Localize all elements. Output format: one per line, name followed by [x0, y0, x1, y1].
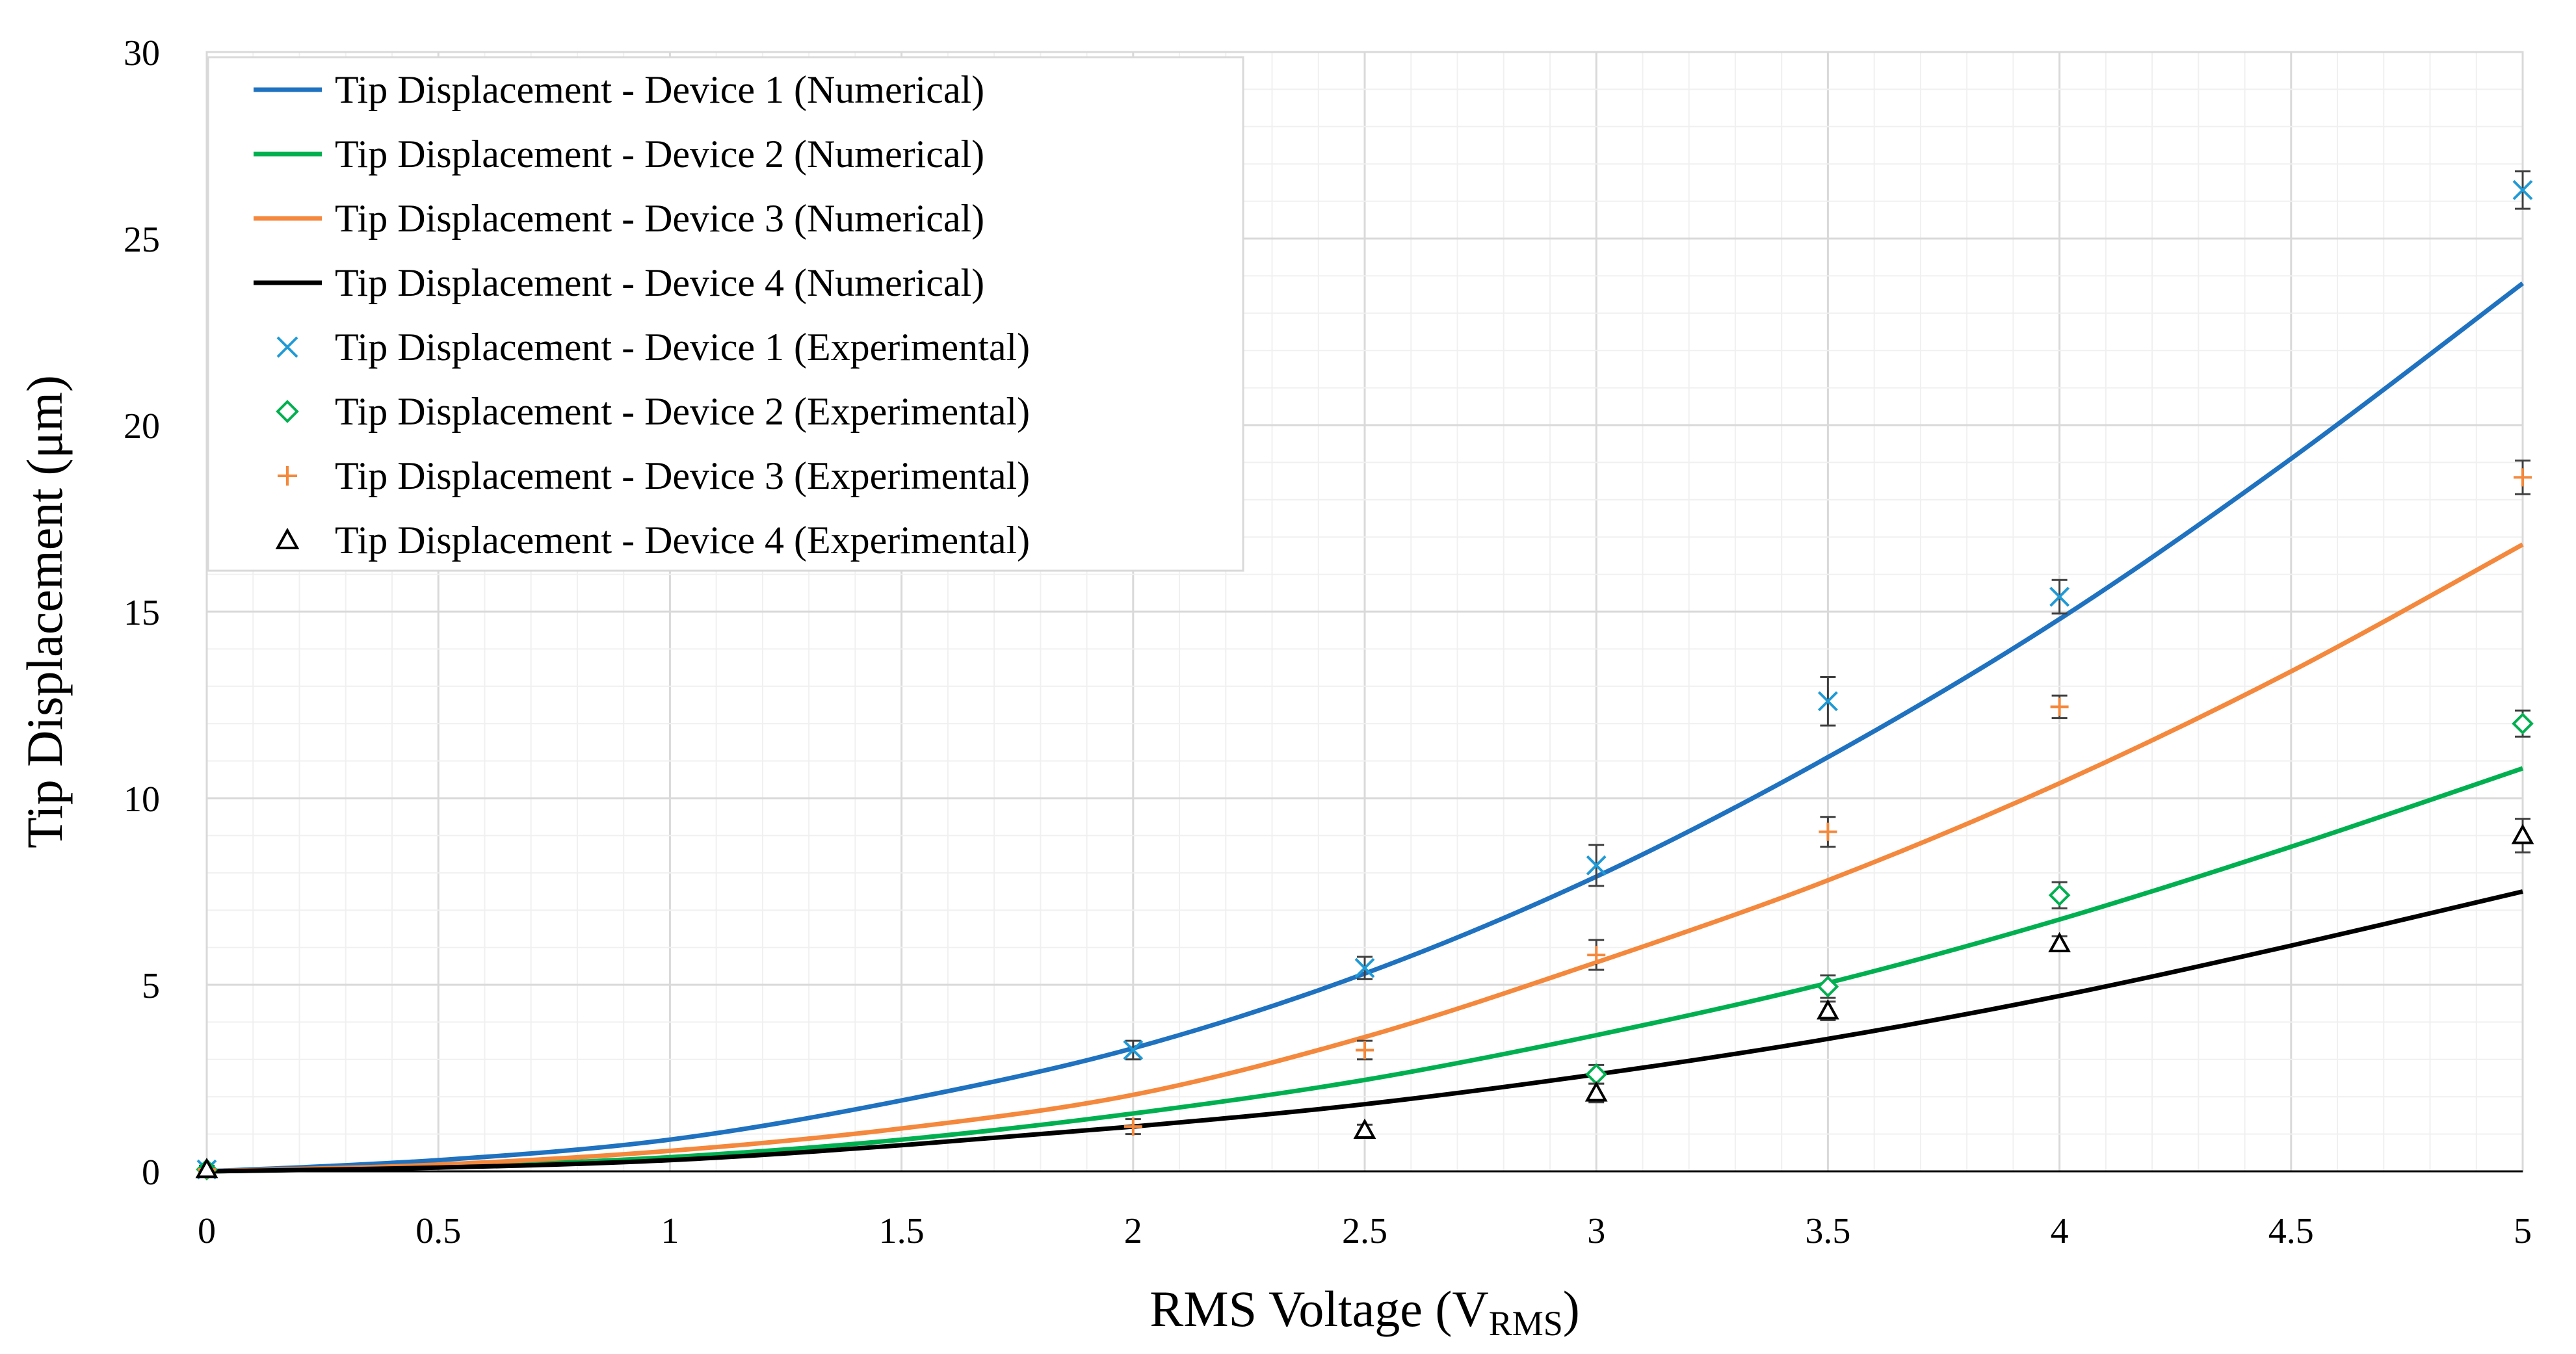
legend-entry-numerical-device-4: Tip Displacement - Device 4 (Numerical)	[254, 261, 984, 304]
x-tick-label: 4.5	[2268, 1211, 2314, 1251]
legend: Tip Displacement - Device 1 (Numerical) T…	[207, 56, 1244, 572]
experimental-point-device-1	[2049, 586, 2070, 607]
experimental-point-device-4	[2511, 824, 2534, 844]
experimental-point-device-3	[1124, 1117, 1142, 1136]
experimental-point-device-4	[1353, 1118, 1376, 1139]
numerical-curve-device-3	[206, 542, 2524, 1174]
x-axis-title-main: RMS Voltage (V	[1150, 1281, 1489, 1337]
experimental-point-device-3	[2050, 697, 2069, 716]
x-tick-label: 1.5	[879, 1211, 925, 1251]
legend-entry-experimental-device-3: Tip Displacement - Device 3 (Experimenta…	[278, 454, 1030, 497]
x-axis-title: RMS Voltage (VRMS)	[1150, 1281, 1580, 1343]
x-tick-label: 5	[2514, 1211, 2532, 1251]
legend-entry-numerical-device-1: Tip Displacement - Device 1 (Numerical)	[254, 68, 984, 111]
legend-label: Tip Displacement - Device 3 (Experimenta…	[335, 454, 1030, 497]
x-tick-label: 3	[1587, 1211, 1605, 1251]
legend-swatch	[275, 527, 300, 549]
x-tick-label: 0	[198, 1211, 216, 1251]
x-tick-label: 0.5	[415, 1211, 461, 1251]
y-tick-label: 0	[142, 1152, 160, 1193]
numerical-curve-device-4	[206, 889, 2523, 1174]
experimental-point-device-3	[1587, 946, 1606, 965]
experimental-point-device-4	[2048, 931, 2071, 953]
x-axis-title-suffix: )	[1563, 1281, 1580, 1337]
x-axis-title-subscript: RMS	[1489, 1304, 1563, 1343]
experimental-point-device-1	[1817, 691, 1838, 712]
experimental-point-device-2	[2048, 884, 2071, 907]
experimental-point-device-1	[1123, 1040, 1144, 1060]
y-tick-label: 10	[124, 779, 160, 820]
x-axis-ticks: 0 0.5 1 1.5 2 2.5 3 3.5 4 4.5 5	[198, 1211, 2532, 1251]
legend-swatch	[278, 466, 297, 486]
legend-label: Tip Displacement - Device 3 (Numerical)	[335, 197, 984, 240]
experimental-point-device-1	[1586, 855, 1607, 876]
y-tick-label: 15	[124, 593, 160, 633]
legend-box	[207, 56, 1244, 572]
experimental-point-device-2	[1817, 976, 1839, 998]
x-tick-label: 4	[2051, 1211, 2069, 1251]
y-tick-label: 30	[124, 33, 160, 73]
y-tick-label: 5	[142, 966, 160, 1006]
experimental-point-device-4	[195, 1158, 218, 1178]
x-tick-label: 2	[1124, 1211, 1142, 1251]
numerical-curve-device-1	[206, 281, 2525, 1174]
x-tick-label: 3.5	[1805, 1211, 1850, 1251]
experimental-point-device-1	[1354, 957, 1375, 978]
experimental-point-device-4	[1584, 1081, 1608, 1102]
experimental-point-device-2	[2512, 712, 2534, 735]
experimental-point-device-3	[1819, 822, 1837, 841]
legend-label: Tip Displacement - Device 1 (Experimenta…	[335, 326, 1030, 369]
experimental-point-device-1	[2512, 179, 2533, 200]
legend-entry-experimental-device-2: Tip Displacement - Device 2 (Experimenta…	[276, 390, 1030, 433]
y-tick-label: 20	[124, 406, 160, 447]
x-tick-label: 2.5	[1342, 1211, 1387, 1251]
legend-swatch	[276, 336, 298, 358]
y-axis-title: Tip Displacement (μm)	[16, 375, 73, 848]
experimental-point-device-4	[1817, 999, 1839, 1020]
legend-entry-numerical-device-2: Tip Displacement - Device 2 (Numerical)	[254, 133, 984, 176]
experimental-point-device-3	[1356, 1041, 1374, 1060]
x-tick-label: 1	[661, 1211, 679, 1251]
experimental-point-device-3	[2514, 468, 2532, 487]
y-tick-label: 25	[124, 220, 160, 260]
numerical-curves	[206, 281, 2525, 1174]
legend-label: Tip Displacement - Device 2 (Experimenta…	[335, 390, 1030, 433]
legend-label: Tip Displacement - Device 4 (Numerical)	[335, 261, 984, 304]
legend-entry-experimental-device-1: Tip Displacement - Device 1 (Experimenta…	[276, 326, 1030, 369]
legend-label: Tip Displacement - Device 4 (Experimenta…	[335, 519, 1030, 562]
y-axis-ticks: 0 5 10 15 20 25 30	[124, 33, 160, 1193]
legend-swatch	[276, 400, 299, 423]
legend-entry-numerical-device-3: Tip Displacement - Device 3 (Numerical)	[254, 197, 984, 240]
legend-entry-experimental-device-4: Tip Displacement - Device 4 (Experimenta…	[275, 519, 1030, 562]
experimental-markers	[195, 170, 2534, 1180]
legend-label: Tip Displacement - Device 1 (Numerical)	[335, 68, 984, 111]
legend-label: Tip Displacement - Device 2 (Numerical)	[335, 133, 984, 176]
